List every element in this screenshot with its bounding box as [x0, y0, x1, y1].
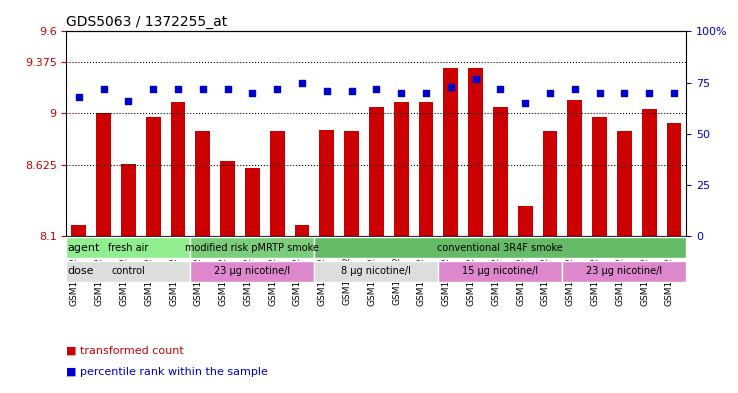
Bar	[418, 103, 433, 236]
Point	[272, 86, 283, 92]
Bar	[220, 161, 235, 236]
Bar	[592, 118, 607, 236]
Bar	[369, 107, 384, 236]
Point	[520, 100, 531, 106]
Point	[197, 86, 209, 92]
Point	[644, 90, 655, 96]
Point	[668, 90, 680, 96]
Point	[221, 86, 233, 92]
FancyBboxPatch shape	[66, 237, 190, 258]
Text: conventional 3R4F smoke: conventional 3R4F smoke	[438, 243, 563, 253]
Point	[494, 86, 506, 92]
Bar	[493, 107, 508, 236]
Text: fresh air: fresh air	[108, 243, 148, 253]
Point	[345, 88, 357, 94]
FancyBboxPatch shape	[562, 261, 686, 282]
Bar	[666, 123, 681, 236]
Text: 23 μg nicotine/l: 23 μg nicotine/l	[586, 266, 663, 276]
Text: agent: agent	[67, 243, 100, 253]
Bar	[320, 130, 334, 236]
FancyBboxPatch shape	[438, 261, 562, 282]
Bar	[96, 113, 111, 236]
FancyBboxPatch shape	[314, 261, 438, 282]
Text: 8 μg nicotine/l: 8 μg nicotine/l	[342, 266, 411, 276]
FancyBboxPatch shape	[66, 261, 190, 282]
Text: dose: dose	[67, 266, 94, 276]
Bar	[72, 225, 86, 236]
Bar	[170, 103, 185, 236]
Bar	[542, 131, 557, 236]
Bar	[245, 168, 260, 236]
Bar	[568, 100, 582, 236]
Text: GDS5063 / 1372255_at: GDS5063 / 1372255_at	[66, 15, 227, 29]
Point	[445, 84, 457, 90]
Point	[321, 88, 333, 94]
Text: ■ transformed count: ■ transformed count	[66, 346, 184, 356]
Bar	[518, 206, 533, 236]
Point	[569, 86, 581, 92]
Text: 15 μg nicotine/l: 15 μg nicotine/l	[462, 266, 539, 276]
FancyBboxPatch shape	[190, 261, 314, 282]
Bar	[196, 131, 210, 236]
Bar	[444, 68, 458, 236]
Point	[593, 90, 605, 96]
Point	[123, 98, 134, 104]
Bar	[121, 164, 136, 236]
Bar	[468, 68, 483, 236]
Bar	[146, 118, 161, 236]
Point	[97, 86, 109, 92]
Bar	[270, 131, 285, 236]
Bar	[642, 109, 657, 236]
Point	[396, 90, 407, 96]
Point	[73, 94, 85, 100]
Bar	[294, 225, 309, 236]
Point	[370, 86, 382, 92]
FancyBboxPatch shape	[314, 237, 686, 258]
Bar	[344, 131, 359, 236]
Text: ■ percentile rank within the sample: ■ percentile rank within the sample	[66, 367, 269, 377]
Point	[544, 90, 556, 96]
Point	[296, 79, 308, 86]
Text: modified risk pMRTP smoke: modified risk pMRTP smoke	[185, 243, 320, 253]
Text: 23 μg nicotine/l: 23 μg nicotine/l	[214, 266, 291, 276]
Point	[148, 86, 159, 92]
Text: control: control	[111, 266, 145, 276]
Bar	[617, 131, 632, 236]
Point	[469, 75, 481, 82]
Point	[246, 90, 258, 96]
Bar	[394, 103, 409, 236]
Point	[172, 86, 184, 92]
Point	[618, 90, 630, 96]
FancyBboxPatch shape	[190, 237, 314, 258]
Point	[420, 90, 432, 96]
